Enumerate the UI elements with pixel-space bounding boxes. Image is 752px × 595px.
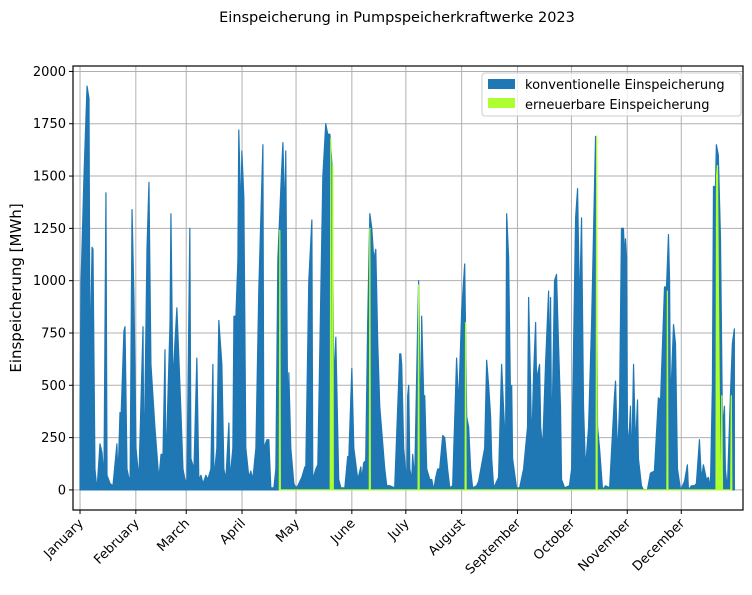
y-tick-label: 1000 [33, 274, 66, 289]
series-layer [79, 85, 735, 491]
area-erneuerbare-einspeicherung [278, 135, 733, 491]
x-tick-label: March [154, 516, 193, 555]
x-tick-label: February [91, 516, 143, 568]
legend-label-konventionelle: konventionelle Einspeicherung [525, 78, 725, 93]
y-tick-label: 1500 [33, 170, 66, 185]
y-tick-label: 0 [58, 483, 66, 498]
x-tick-label: April [217, 516, 249, 548]
y-axis: 0 250 500 750 1000 1250 1500 1750 2000 [33, 65, 73, 498]
plot-frame [72, 65, 744, 511]
y-tick-label: 2000 [33, 65, 66, 80]
x-tick-label: November [576, 516, 635, 575]
y-tick-label: 500 [41, 379, 66, 394]
x-tick-label: July [385, 516, 413, 544]
x-tick-label: December [630, 516, 689, 575]
chart-title: Einspeicherung in Pumpspeicherkraftwerke… [219, 10, 575, 26]
x-tick-label: June [327, 516, 358, 547]
legend-swatch-konventionelle [488, 79, 515, 89]
x-tick-label: January [41, 516, 87, 562]
legend-frame [481, 72, 742, 117]
area-konventionelle-einspeicherung [79, 85, 735, 491]
x-axis: January February March April May June July Augu… [41, 510, 689, 578]
legend-swatch-erneuerbare [488, 98, 515, 108]
legend: konventionelle Einspeicherung erneuerbar… [481, 72, 742, 117]
y-tick-label: 250 [41, 431, 66, 446]
x-tick-label: May [273, 516, 303, 546]
x-tick-label: August [426, 516, 469, 559]
y-axis-label: Einspeicherung [MWh] [7, 203, 25, 372]
y-tick-label: 1250 [33, 222, 66, 237]
legend-label-erneuerbare: erneuerbare Einspeicherung [525, 98, 710, 113]
y-tick-label: 750 [41, 326, 66, 341]
x-tick-label: September [463, 516, 525, 578]
x-tick-label: October [531, 516, 579, 564]
y-tick-label: 1750 [33, 117, 66, 132]
